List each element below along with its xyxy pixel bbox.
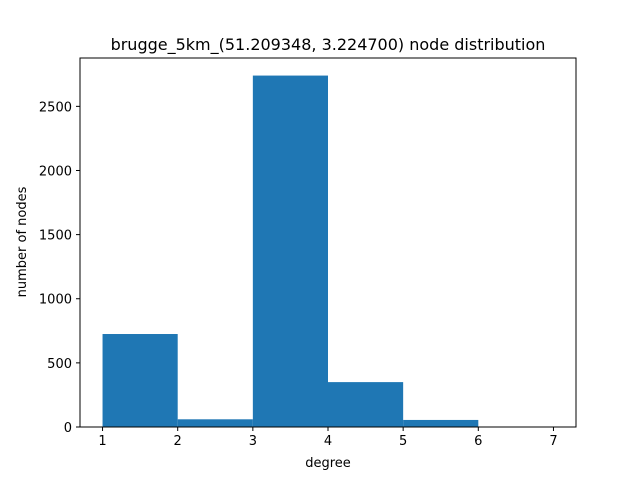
y-axis-label: number of nodes <box>15 186 30 297</box>
histogram-bar-2 <box>177 419 253 427</box>
histogram-bar-5 <box>403 419 479 427</box>
histogram-bar-1 <box>102 334 178 427</box>
y-tick-label: 2000 <box>39 164 72 179</box>
bars-group <box>102 75 479 428</box>
x-tick-label: 2 <box>174 434 182 449</box>
x-tick-label: 3 <box>249 434 257 449</box>
x-axis-label: degree <box>305 456 351 471</box>
y-axis-ticks: 0 500 1000 1500 2000 2500 <box>39 100 80 436</box>
y-tick-label: 500 <box>47 357 72 372</box>
y-tick-label: 1500 <box>39 229 72 244</box>
histogram-bar-3 <box>252 75 328 428</box>
y-tick-label: 2500 <box>39 100 72 115</box>
histogram-bar-4 <box>328 382 404 427</box>
y-tick-label: 1000 <box>39 293 72 308</box>
x-tick-label: 6 <box>474 434 482 449</box>
x-tick-label: 5 <box>399 434 407 449</box>
x-axis-ticks: 1 2 3 4 5 6 7 <box>98 427 558 449</box>
chart-title: brugge_5km_(51.209348, 3.224700) node di… <box>111 35 546 55</box>
x-tick-label: 7 <box>549 434 557 449</box>
x-tick-label: 4 <box>324 434 332 449</box>
y-tick-label: 0 <box>64 421 72 436</box>
plot-area-frame <box>79 57 577 428</box>
x-tick-label: 1 <box>98 434 106 449</box>
